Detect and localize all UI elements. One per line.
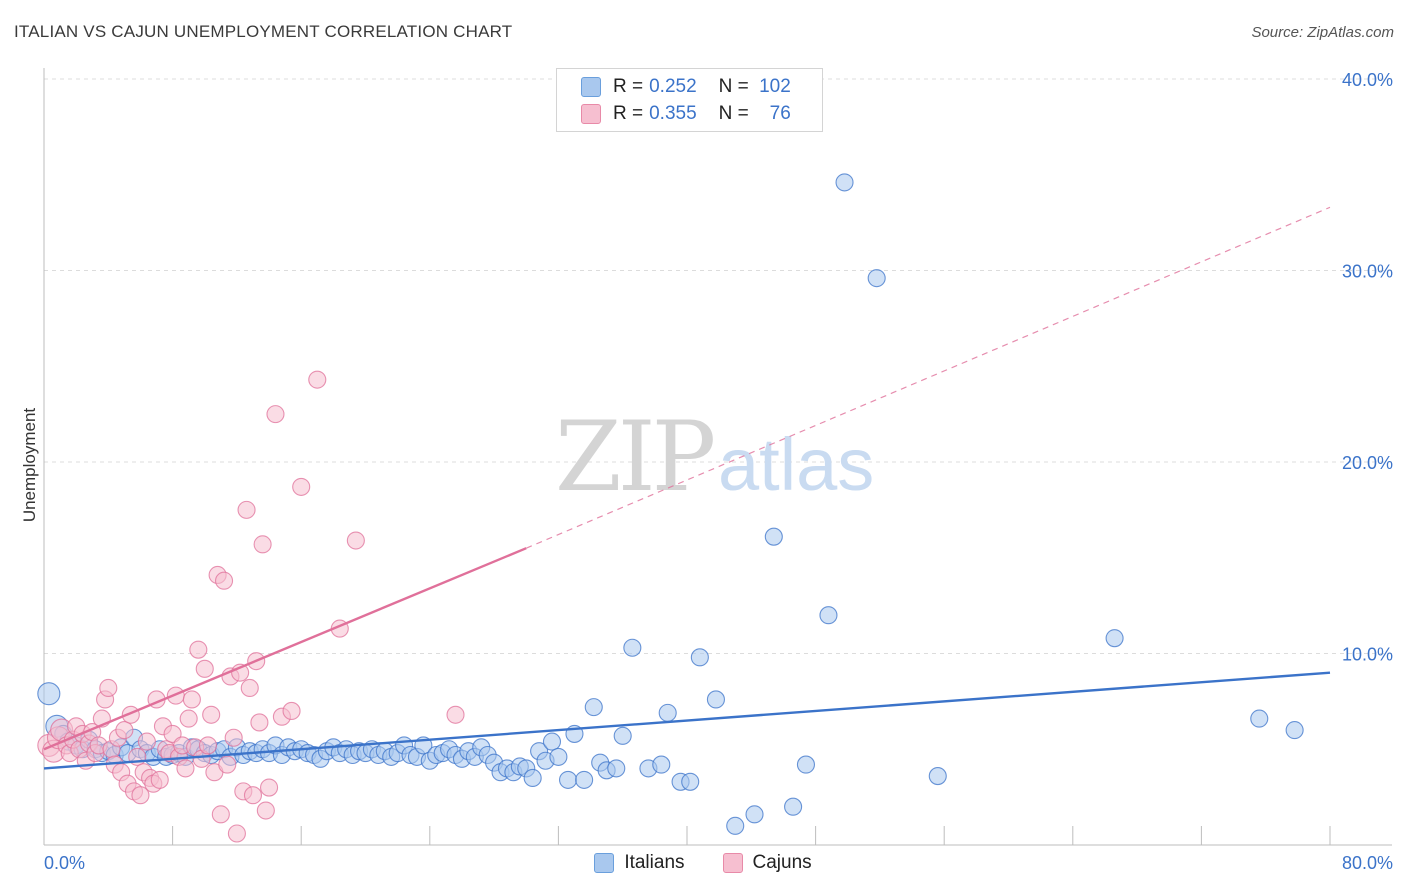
- x-tick-label: 80.0%: [1342, 853, 1393, 873]
- legend-r-value: 0.252: [649, 76, 697, 97]
- point-cajuns: [182, 690, 201, 709]
- point-cajuns: [218, 755, 237, 774]
- point-italians: [867, 269, 886, 288]
- point-italians: [652, 755, 671, 774]
- source-label: Source: ZipAtlas.com: [1251, 24, 1394, 41]
- point-italians: [835, 173, 854, 192]
- legend-swatch-cajuns: [581, 104, 601, 124]
- legend-swatch-italians: [594, 853, 615, 873]
- point-italians: [549, 747, 568, 766]
- point-italians: [706, 690, 725, 709]
- point-italians: [613, 726, 632, 745]
- point-cajuns: [282, 701, 301, 721]
- point-cajuns: [198, 736, 218, 755]
- point-italians: [558, 770, 578, 789]
- point-cajuns: [131, 786, 150, 805]
- point-italians: [819, 606, 838, 625]
- point-italians: [575, 770, 594, 789]
- trend-line-cajuns-extrapolated: [526, 206, 1331, 549]
- point-italians: [37, 682, 61, 706]
- point-italians: [623, 638, 642, 657]
- point-cajuns: [202, 705, 221, 724]
- legend-r-label: R =: [613, 76, 644, 97]
- point-cajuns: [179, 709, 198, 728]
- point-cajuns: [250, 713, 269, 732]
- watermark: ZIP atlas: [555, 401, 874, 513]
- legend-label-italians: Italians: [624, 852, 685, 873]
- point-cajuns: [211, 805, 230, 824]
- legend-swatch-italians: [581, 77, 601, 97]
- point-cajuns: [292, 477, 311, 496]
- point-italians: [1250, 709, 1269, 728]
- point-cajuns: [256, 801, 275, 820]
- y-tick-label: 20.0%: [1342, 453, 1393, 473]
- point-italians: [542, 732, 562, 751]
- point-italians: [523, 768, 542, 788]
- trend-lines: [43, 206, 1331, 770]
- point-italians: [1285, 721, 1304, 740]
- point-cajuns: [237, 500, 256, 519]
- point-italians: [1105, 629, 1124, 648]
- legend-r-value: 0.355: [649, 103, 697, 124]
- legend-r-label: R =: [613, 103, 644, 124]
- point-cajuns: [446, 705, 465, 724]
- legend-item-italians[interactable]: Italians: [594, 852, 685, 874]
- legend-item-cajuns[interactable]: Cajuns: [722, 852, 812, 874]
- point-cajuns: [189, 640, 208, 659]
- tick-labels: 10.0% 20.0% 30.0% 40.0% 0.0% 80.0%: [44, 70, 1393, 873]
- legend-label-cajuns: Cajuns: [752, 852, 812, 873]
- point-cajuns: [99, 678, 118, 698]
- point-cajuns: [150, 770, 169, 789]
- axes: [43, 68, 1392, 846]
- series-legend: Italians Cajuns: [0, 852, 1406, 874]
- y-tick-label: 40.0%: [1342, 70, 1393, 90]
- point-cajuns: [195, 659, 214, 678]
- point-cajuns: [243, 786, 263, 805]
- point-cajuns: [214, 571, 234, 590]
- y-axis-title: Unemployment: [20, 407, 39, 523]
- trend-line-cajuns: [43, 547, 527, 751]
- legend-swatch-cajuns: [722, 853, 743, 873]
- point-cajuns: [240, 678, 259, 698]
- point-italians: [764, 527, 783, 546]
- legend-n-value: 102: [759, 76, 791, 97]
- x-tick-label: 0.0%: [44, 853, 85, 873]
- chart-title: ITALIAN VS CAJUN UNEMPLOYMENT CORRELATIO…: [14, 22, 513, 41]
- grid-lines: [44, 78, 1392, 654]
- legend-n-label: N =: [718, 76, 749, 97]
- point-italians: [928, 767, 947, 786]
- point-cajuns: [346, 531, 365, 550]
- legend-row-italians: R = 0.252 N = 102: [581, 75, 791, 99]
- point-cajuns: [266, 405, 285, 424]
- point-cajuns: [115, 721, 134, 740]
- point-cajuns: [259, 778, 279, 797]
- legend: R = 0.252 N = 102 R = 0.355 N = 76: [556, 68, 823, 132]
- point-cajuns: [253, 535, 272, 554]
- point-cajuns: [176, 759, 195, 778]
- trend-line-italians: [43, 671, 1331, 770]
- point-italians: [745, 805, 764, 824]
- series-cajuns: [37, 370, 465, 843]
- point-italians: [796, 755, 816, 774]
- legend-n-label: N =: [718, 103, 749, 124]
- point-cajuns: [224, 728, 243, 747]
- point-cajuns: [308, 370, 327, 389]
- watermark-zip: ZIP: [555, 401, 714, 513]
- point-italians: [726, 816, 745, 835]
- y-tick-label: 10.0%: [1342, 645, 1393, 665]
- watermark-atlas: atlas: [718, 423, 874, 506]
- point-italians: [784, 797, 803, 816]
- point-italians: [681, 772, 700, 791]
- point-italians: [690, 648, 709, 667]
- point-italians: [607, 759, 626, 778]
- point-italians: [584, 698, 603, 717]
- point-cajuns: [137, 732, 156, 751]
- legend-n-value: 76: [769, 103, 791, 124]
- point-italians: [658, 703, 677, 722]
- y-tick-label: 30.0%: [1342, 262, 1393, 282]
- legend-row-cajuns: R = 0.355 N = 76: [581, 102, 791, 126]
- point-cajuns: [227, 824, 246, 843]
